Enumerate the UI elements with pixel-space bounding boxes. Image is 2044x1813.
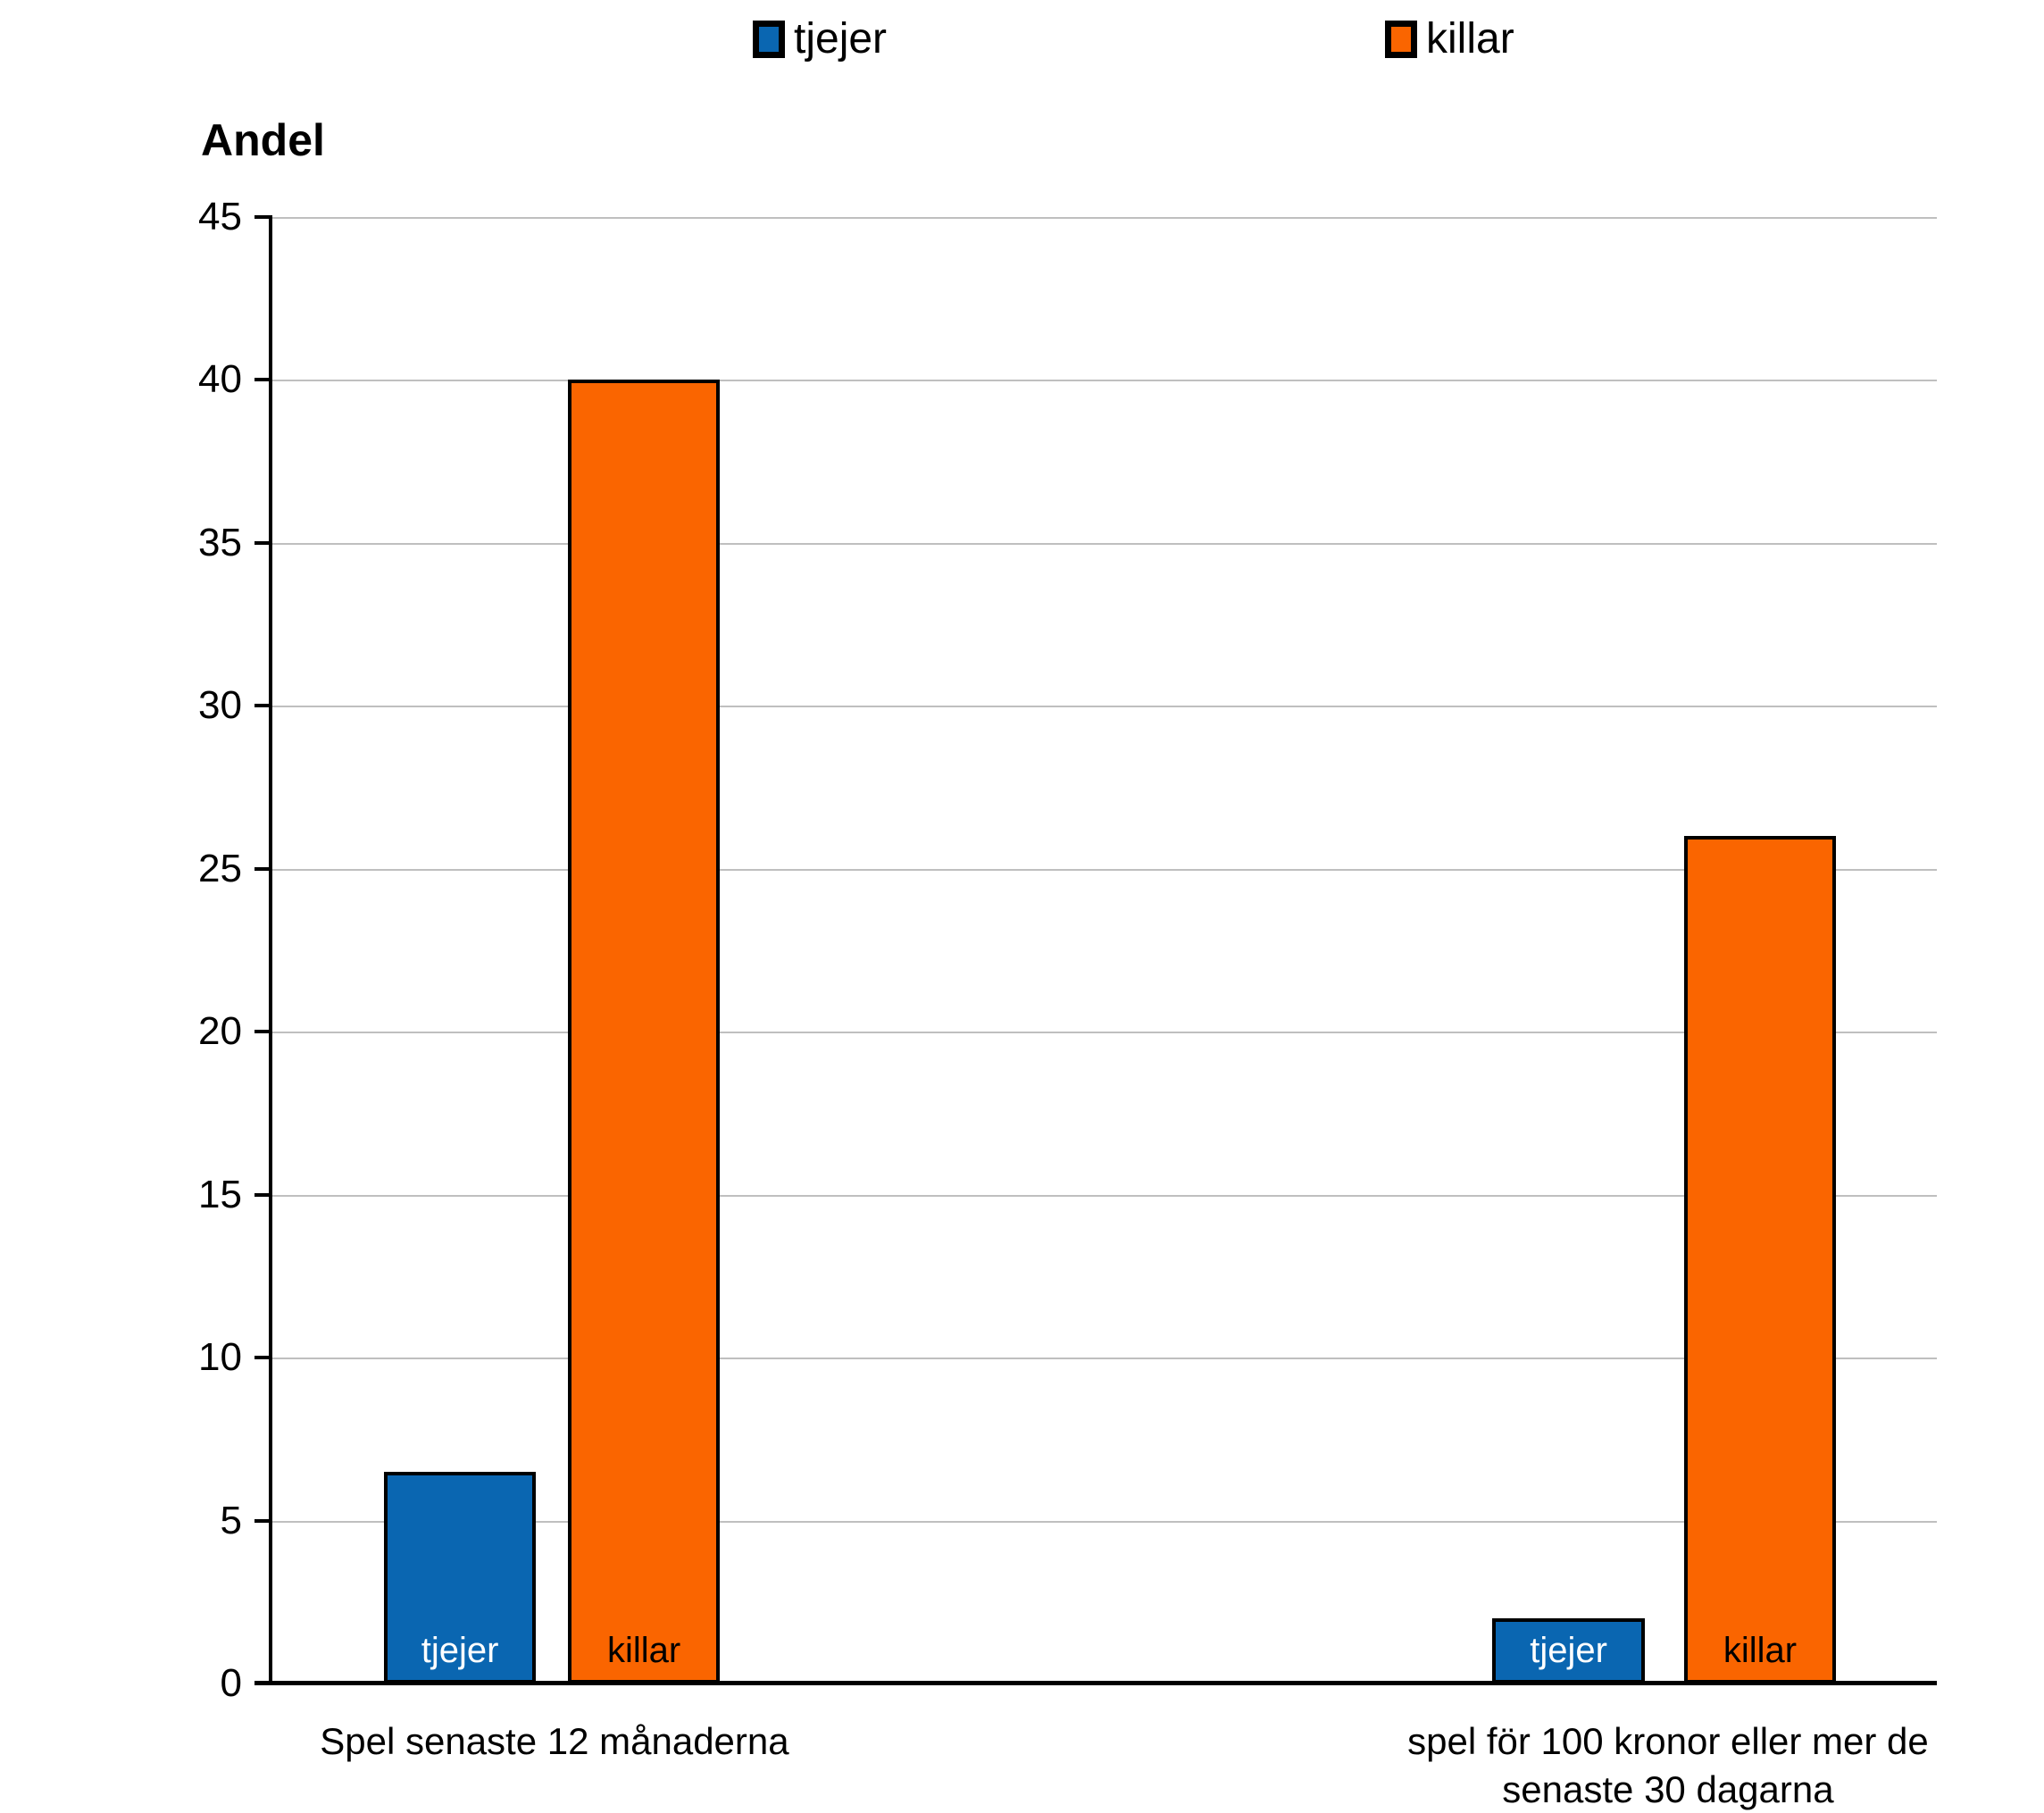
gridline-20	[272, 1032, 1937, 1034]
legend-item-tjejer: tjejer	[753, 14, 887, 64]
x-axis-line	[254, 1681, 1937, 1685]
legend-item-killar: killar	[1385, 14, 1514, 64]
gridline-35	[272, 542, 1937, 545]
category-label-1: spel för 100 kronor eller mer de senaste…	[1407, 1720, 1929, 1810]
bar-inner-label-killar-category-0: killar	[607, 1631, 681, 1670]
bar-inner-label-tjejer-category-0: tjejer	[421, 1631, 499, 1670]
legend-swatch-tjejer-icon	[753, 21, 785, 58]
y-tick-30	[254, 704, 272, 708]
bar-inner-label-killar-category-1: killar	[1723, 1631, 1798, 1670]
gridline-10	[272, 1358, 1937, 1360]
y-tick-15	[254, 1192, 272, 1197]
gridline-15	[272, 1194, 1937, 1197]
y-tick-25	[254, 866, 272, 871]
y-tick-label-45: 45	[198, 195, 242, 238]
y-tick-45	[254, 215, 272, 219]
y-tick-label-25: 25	[198, 846, 242, 890]
bar-killar-category-1: killar	[1683, 836, 1837, 1684]
y-tick-5	[254, 1518, 272, 1523]
legend-label-killar: killar	[1426, 15, 1514, 63]
legend-label-tjejer: tjejer	[794, 15, 888, 63]
y-tick-label-40: 40	[198, 357, 242, 402]
bar-tjejer-category-0: tjejer	[383, 1471, 537, 1684]
y-tick-label-15: 15	[198, 1172, 242, 1216]
bar-killar-category-0: killar	[567, 380, 721, 1684]
y-tick-label-30: 30	[198, 683, 242, 728]
y-tick-label-5: 5	[220, 1498, 242, 1542]
category-label-0: Spel senaste 12 månaderna	[320, 1720, 789, 1762]
y-tick-10	[254, 1356, 272, 1360]
y-tick-label-10: 10	[198, 1335, 242, 1380]
gridline-5	[272, 1520, 1937, 1523]
y-tick-40	[254, 378, 272, 382]
gridline-40	[272, 380, 1937, 382]
gridline-45	[272, 217, 1937, 219]
plot-area: 0 5 10 15 20 25 30 35 40 45 tjejer killar tjejer kil…	[198, 197, 1937, 1810]
y-axis-title: Andel	[201, 115, 325, 165]
y-tick-20	[254, 1030, 272, 1034]
y-tick-35	[254, 540, 272, 545]
gridline-25	[272, 868, 1937, 871]
y-tick-label-20: 20	[198, 1009, 242, 1054]
bar-tjejer-category-1: tjejer	[1492, 1618, 1645, 1684]
gridline-30	[272, 706, 1937, 708]
y-tick-label-35: 35	[198, 520, 242, 564]
y-tick-label-0: 0	[220, 1661, 242, 1705]
y-axis-line	[269, 217, 272, 1684]
bar-inner-label-tjejer-category-1: tjejer	[1530, 1631, 1607, 1670]
legend-swatch-killar-icon	[1385, 21, 1417, 58]
